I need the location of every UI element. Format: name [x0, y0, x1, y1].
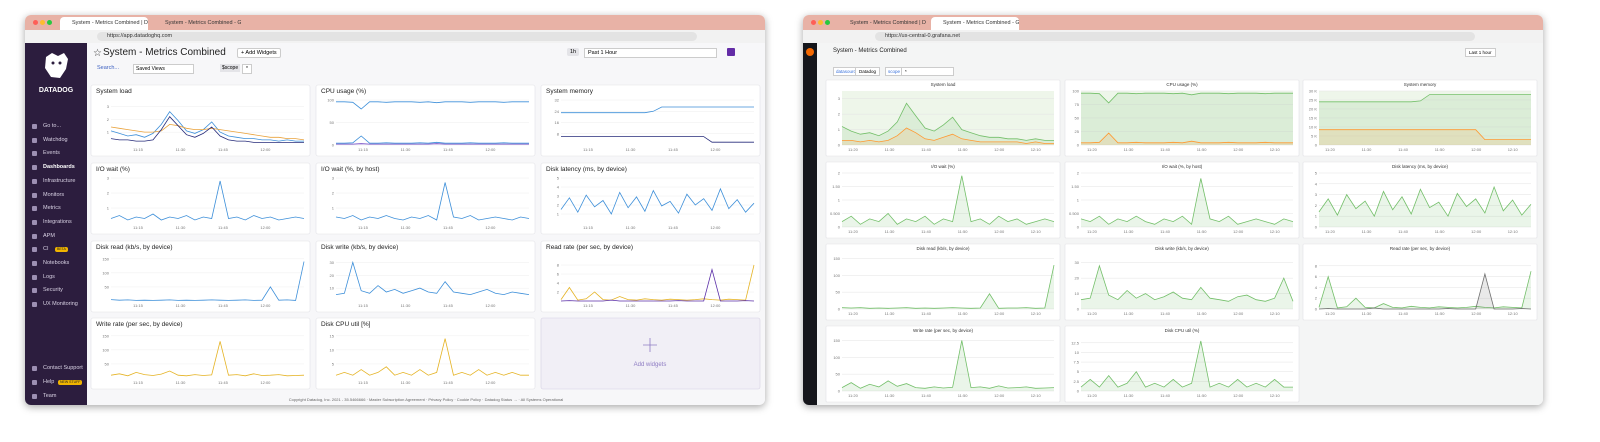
browser-window: System - Metrics Combined | D System - M… — [25, 15, 765, 405]
nav-icon — [32, 380, 37, 385]
range-short[interactable]: 1h — [567, 48, 580, 56]
nav-icon — [32, 261, 37, 266]
add-widgets-button[interactable]: + Add Widgets — [237, 48, 281, 58]
footer: Copyright Datadog, Inc. 2021 - 35.546666… — [288, 397, 564, 402]
scope-label: $scope — [220, 64, 241, 72]
star[interactable]: ☆ — [93, 48, 102, 59]
tab[interactable]: System - Metrics Combined | D — [850, 20, 926, 26]
url[interactable]: https://app.datadoghq.com — [97, 32, 697, 41]
time-range[interactable]: Last 1 hour — [1465, 48, 1496, 57]
nav-icon — [32, 366, 37, 371]
nav-item[interactable]: UX Monitoring — [43, 301, 78, 308]
sidebar: DATADOG Go to... Watchdog Events Dashboards… — [25, 43, 87, 405]
nav-item[interactable]: Logs — [43, 273, 55, 280]
dashboard-title: System - Metrics Combined — [833, 48, 907, 54]
sidebar — [803, 43, 817, 405]
nav-badge: BETA — [55, 246, 68, 252]
zoom-button[interactable] — [825, 20, 830, 25]
nav-icon — [32, 219, 37, 225]
nav-item[interactable]: Contact Support — [43, 365, 83, 371]
address-bar: https://app.datadoghq.com — [25, 30, 765, 44]
time-range[interactable]: Past 1 Hour — [584, 48, 717, 58]
logo — [806, 48, 814, 56]
minimize-button[interactable] — [40, 20, 45, 25]
brand: DATADOG — [38, 87, 74, 94]
nav-icon — [32, 151, 37, 157]
logo — [45, 53, 68, 78]
nav-item[interactable]: Monitors — [43, 191, 65, 198]
nav-icon — [32, 192, 37, 198]
close-button[interactable] — [811, 20, 816, 25]
nav-item[interactable]: CI — [43, 246, 49, 253]
scope-value[interactable]: * — [901, 67, 954, 76]
nav-item[interactable]: Dashboards — [43, 164, 75, 171]
nav-item[interactable]: APM — [43, 232, 55, 239]
nav-item[interactable]: Metrics — [43, 205, 61, 212]
nav-item[interactable]: Infrastructure — [43, 177, 76, 184]
zoom-button[interactable] — [47, 20, 52, 25]
nav-icon — [32, 178, 37, 184]
nav-icon — [32, 206, 37, 212]
nav-item[interactable]: Security — [43, 287, 63, 294]
datasource[interactable]: Datadog — [855, 67, 881, 76]
browser-window: System - Metrics Combined | D System - M… — [803, 15, 1543, 405]
search[interactable]: Search... — [97, 65, 120, 71]
main: System - Metrics Combined datasource Dat… — [817, 43, 1543, 405]
tab-bar — [25, 15, 765, 30]
nav-item[interactable]: Notebooks — [43, 260, 70, 266]
address-bar: https://us-central-0.grafana.net — [803, 30, 1543, 44]
pause-button[interactable] — [727, 48, 735, 56]
tab[interactable]: System - Metrics Combined - G — [165, 20, 241, 26]
nav-icon — [32, 165, 37, 171]
tab[interactable]: System - Metrics Combined - G — [931, 17, 1019, 30]
nav-icon — [32, 247, 37, 253]
nav-icon — [32, 288, 37, 294]
nav-item[interactable]: Watchdog — [43, 136, 68, 143]
close-button[interactable] — [33, 20, 38, 25]
dashboard-title: System - Metrics Combined — [103, 47, 226, 58]
main: ☆ System - Metrics Combined + Add Widget… — [87, 43, 765, 405]
nav-item[interactable]: Help — [43, 379, 55, 385]
nav-icon — [32, 137, 37, 143]
minimize-button[interactable] — [818, 20, 823, 25]
scope-value[interactable]: * — [242, 64, 252, 74]
url[interactable]: https://us-central-0.grafana.net — [875, 32, 1475, 41]
nav-item[interactable]: Events — [43, 150, 60, 157]
nav-badge: NEW STUFF — [58, 379, 83, 385]
nav-item[interactable]: Integrations — [43, 218, 72, 225]
nav-icon — [32, 274, 37, 280]
nav-icon — [32, 124, 37, 129]
tab[interactable]: System - Metrics Combined | D — [60, 17, 148, 30]
nav-icon — [32, 394, 37, 399]
saved-views[interactable]: Saved Views — [133, 64, 194, 74]
nav-icon — [32, 233, 37, 239]
nav-item[interactable]: Team — [43, 393, 57, 399]
nav-item[interactable]: Go to... — [43, 123, 62, 129]
nav-icon — [32, 302, 37, 308]
